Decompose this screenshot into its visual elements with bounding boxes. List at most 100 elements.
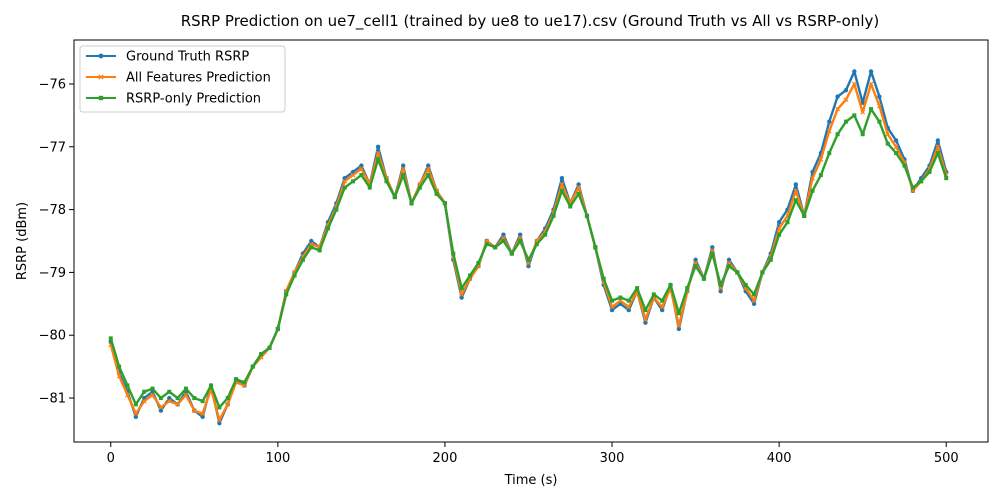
data-point	[693, 264, 698, 269]
data-point	[626, 304, 632, 310]
data-point	[593, 245, 598, 250]
data-point	[359, 173, 364, 178]
data-point	[876, 103, 882, 109]
data-point	[493, 245, 498, 250]
data-point	[768, 257, 773, 262]
legend-marker	[98, 53, 104, 59]
data-point	[225, 401, 231, 407]
data-point	[584, 213, 589, 218]
data-point	[868, 69, 874, 74]
data-point	[200, 399, 205, 404]
data-point	[358, 166, 364, 172]
data-point	[877, 94, 882, 99]
legend-label: RSRP-only Prediction	[126, 92, 261, 107]
data-point	[885, 141, 890, 146]
data-point	[384, 179, 389, 184]
data-point	[517, 232, 523, 237]
data-point	[576, 182, 581, 187]
legend-item: RSRP-only Prediction	[86, 92, 261, 107]
data-point	[643, 317, 648, 322]
legend-marker	[98, 74, 104, 80]
data-point	[242, 380, 247, 385]
data-point	[710, 245, 715, 250]
data-point	[910, 185, 915, 190]
data-point	[317, 248, 322, 253]
data-point	[108, 336, 113, 341]
data-point	[818, 156, 824, 162]
data-point	[518, 239, 523, 243]
data-point	[125, 383, 130, 388]
legend-label: Ground Truth RSRP	[126, 50, 249, 65]
data-point	[751, 298, 757, 304]
data-point	[559, 175, 565, 181]
data-point	[869, 107, 874, 112]
data-point	[868, 81, 874, 87]
data-point	[927, 169, 932, 174]
data-point	[793, 182, 799, 187]
data-point	[559, 188, 564, 193]
y-tick-label: −79	[39, 266, 66, 281]
chart-title: RSRP Prediction on ue7_cell1 (trained by…	[181, 12, 880, 31]
data-point	[860, 109, 866, 115]
plot-frame	[73, 39, 989, 443]
data-point	[484, 242, 489, 247]
data-point	[183, 386, 188, 391]
data-point	[810, 188, 815, 193]
data-point	[400, 166, 406, 172]
legend-items: Ground Truth RSRP All Features Prediction…	[86, 50, 271, 107]
data-point	[902, 163, 907, 168]
data-point	[668, 282, 673, 287]
data-point	[217, 405, 222, 410]
data-point	[852, 113, 857, 118]
data-point	[626, 307, 631, 313]
legend-item: Ground Truth RSRP	[86, 50, 249, 65]
data-point	[375, 144, 381, 149]
data-point	[835, 132, 840, 137]
data-point	[451, 251, 456, 256]
data-point	[166, 398, 172, 404]
x-tick-label: 0	[107, 451, 115, 466]
data-point	[400, 163, 406, 168]
y-tick-label: −78	[39, 203, 66, 218]
data-point	[735, 270, 740, 275]
series-3	[108, 107, 949, 410]
x-tick-label: 500	[934, 451, 959, 466]
data-point	[200, 411, 206, 417]
data-point	[843, 88, 849, 93]
data-point	[919, 179, 924, 184]
legend: Ground Truth RSRP All Features Prediction…	[79, 45, 286, 113]
data-point	[751, 301, 757, 307]
data-point	[133, 402, 138, 407]
data-point	[376, 157, 381, 162]
data-point	[776, 226, 782, 231]
data-point	[793, 198, 798, 203]
data-point	[175, 396, 180, 401]
data-point	[718, 282, 723, 287]
data-point	[459, 295, 464, 300]
data-point	[217, 420, 222, 426]
data-point	[342, 178, 348, 184]
data-point	[234, 377, 239, 382]
data-point	[526, 257, 531, 262]
y-axis-label: RSRP (dBm)	[15, 202, 30, 280]
data-point	[718, 289, 723, 294]
data-point	[568, 204, 573, 209]
data-point	[710, 251, 715, 256]
data-point	[893, 138, 899, 143]
x-tick-label: 300	[600, 451, 625, 466]
data-point	[275, 326, 280, 331]
data-point	[659, 304, 665, 310]
data-point	[559, 182, 565, 187]
data-point	[551, 213, 556, 218]
data-point	[785, 220, 790, 225]
y-tick-label: −81	[39, 392, 66, 407]
data-point	[843, 97, 849, 103]
legend-item: All Features Prediction	[86, 71, 271, 86]
data-point	[935, 151, 940, 156]
data-point	[501, 232, 506, 237]
data-point	[116, 373, 122, 379]
data-point	[860, 132, 865, 137]
data-point	[835, 106, 841, 112]
